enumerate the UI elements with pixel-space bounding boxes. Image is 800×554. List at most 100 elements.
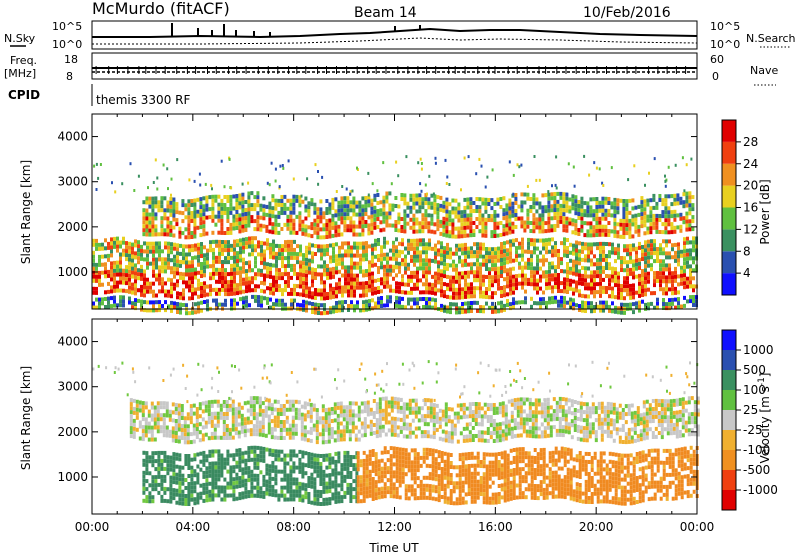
- range-gate-cell: [351, 401, 355, 406]
- range-gate-cell: [563, 285, 566, 290]
- range-gate-cell: [194, 255, 197, 260]
- range-gate-cell: [119, 264, 122, 269]
- range-gate-cell: [398, 289, 401, 294]
- range-gate-cell: [187, 219, 191, 224]
- range-gate-cell: [292, 226, 296, 231]
- range-gate-cell: [293, 283, 296, 288]
- range-gate-cell: [332, 270, 335, 275]
- range-gate-cell: [221, 276, 224, 280]
- range-gate-cell: [478, 221, 482, 226]
- range-gate-cell: [215, 239, 218, 244]
- range-gate-cell: [635, 266, 638, 271]
- range-gate-cell: [479, 294, 482, 299]
- range-gate-cell: [382, 207, 386, 212]
- range-gate-cell: [220, 198, 224, 203]
- range-gate-cell: [242, 257, 245, 262]
- range-gate-cell: [209, 272, 212, 277]
- range-gate-cell: [159, 425, 163, 430]
- range-gate-cell: [278, 288, 281, 293]
- range-gate-cell: [169, 196, 173, 201]
- range-gate-cell: [682, 220, 686, 225]
- range-gate-cell: [560, 261, 563, 266]
- range-gate-cell: [133, 189, 136, 192]
- range-gate-cell: [390, 396, 394, 401]
- range-gate-cell: [344, 241, 347, 246]
- range-gate-cell: [158, 265, 161, 270]
- range-gate-cell: [407, 297, 410, 302]
- range-gate-cell: [475, 205, 479, 209]
- range-gate-cell: [613, 225, 617, 230]
- range-gate-cell: [404, 266, 407, 271]
- range-gate-cell: [137, 268, 140, 273]
- range-gate-cell: [286, 222, 290, 227]
- range-gate-cell: [688, 203, 692, 208]
- colorbar-swatch: [722, 273, 736, 295]
- range-gate-cell: [629, 271, 632, 276]
- range-gate-cell: [370, 198, 374, 203]
- range-gate-cell: [515, 258, 518, 263]
- range-gate-cell: [207, 408, 211, 413]
- range-gate-cell: [659, 259, 662, 264]
- range-gate-cell: [670, 226, 674, 231]
- range-gate-cell: [385, 199, 389, 204]
- range-gate-cell: [308, 301, 311, 306]
- range-gate-cell: [97, 176, 100, 180]
- range-gate-cell: [683, 237, 686, 242]
- range-gate-cell: [578, 281, 581, 286]
- range-gate-cell: [256, 227, 260, 232]
- range-gate-cell: [166, 167, 169, 171]
- range-gate-cell: [650, 251, 653, 256]
- range-gate-cell: [489, 431, 493, 436]
- range-gate-cell: [659, 243, 662, 248]
- range-gate-cell: [243, 429, 247, 434]
- range-gate-cell: [386, 295, 389, 300]
- range-gate-cell: [481, 213, 485, 218]
- range-gate-cell: [551, 277, 554, 282]
- range-gate-cell: [289, 218, 293, 223]
- range-gate-cell: [677, 254, 680, 259]
- range-gate-cell: [584, 258, 587, 263]
- range-gate-cell: [332, 254, 335, 259]
- range-gate-cell: [251, 244, 254, 249]
- range-gate-cell: [491, 251, 494, 256]
- range-gate-cell: [291, 403, 295, 408]
- range-gate-cell: [494, 251, 497, 256]
- range-gate-cell: [161, 277, 164, 282]
- range-gate-cell: [188, 296, 191, 301]
- range-gate-cell: [566, 250, 569, 254]
- range-gate-cell: [599, 293, 602, 298]
- range-gate-cell: [433, 206, 437, 211]
- range-gate-cell: [104, 274, 107, 279]
- range-gate-cell: [280, 211, 284, 215]
- range-gate-cell: [574, 195, 578, 200]
- range-gate-cell: [375, 406, 379, 411]
- range-gate-cell: [349, 224, 353, 229]
- range-gate-cell: [263, 261, 266, 266]
- range-gate-cell: [392, 288, 395, 293]
- range-gate-cell: [454, 214, 458, 219]
- range-gate-cell: [668, 239, 671, 244]
- range-gate-cell: [459, 431, 463, 436]
- range-gate-cell: [448, 234, 452, 239]
- range-gate-cell: [188, 268, 191, 273]
- range-gate-cell: [445, 217, 449, 222]
- range-gate-cell: [479, 305, 482, 310]
- range-gate-cell: [288, 423, 292, 428]
- range-gate-cell: [418, 225, 422, 230]
- range-gate-cell: [444, 422, 448, 427]
- range-gate-cell: [145, 220, 149, 225]
- range-gate-cell: [664, 202, 668, 207]
- range-gate-cell: [667, 222, 671, 227]
- range-gate-cell: [279, 420, 283, 424]
- range-gate-cell: [685, 211, 689, 216]
- range-gate-cell: [632, 291, 635, 296]
- range-gate-cell: [384, 408, 388, 413]
- range-gate-cell: [414, 410, 418, 415]
- range-gate-cell: [194, 302, 197, 307]
- range-gate-cell: [541, 209, 545, 214]
- range-gate-cell: [506, 272, 509, 277]
- range-gate-cell: [223, 195, 227, 199]
- range-gate-cell: [419, 266, 422, 271]
- range-gate-cell: [494, 271, 497, 276]
- range-gate-cell: [640, 200, 644, 205]
